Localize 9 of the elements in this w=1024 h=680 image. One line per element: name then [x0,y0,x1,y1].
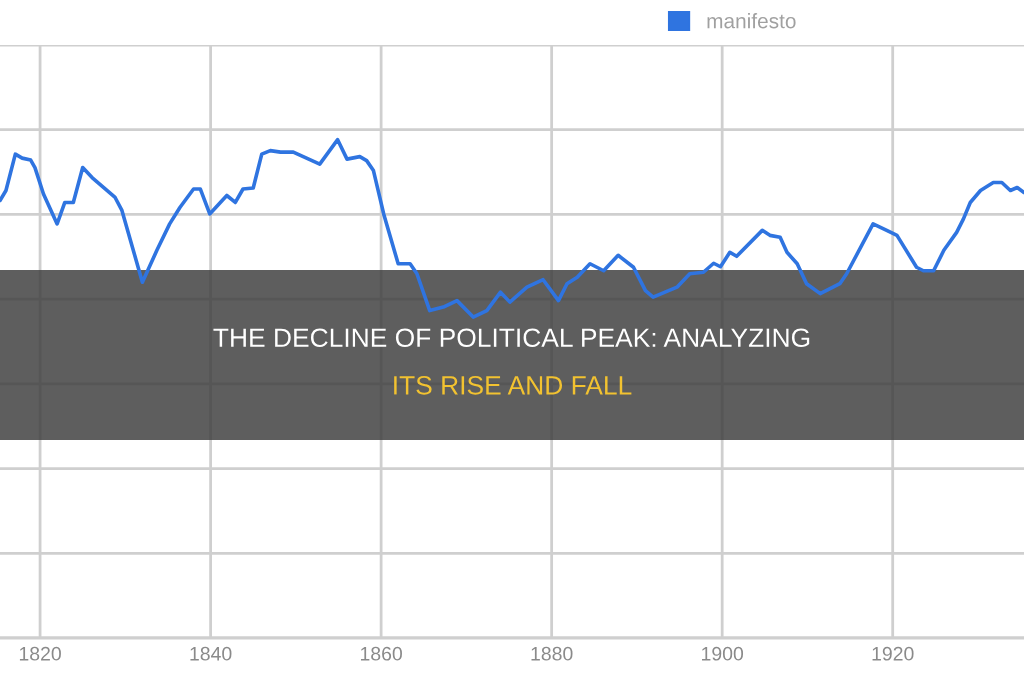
x-tick-label: 1920 [872,646,914,661]
text: ITS RISE AND FALL [394,376,632,395]
legend-label: manifesto [707,13,796,29]
text: THE DECLINE OF POLITICAL PEAK: ANALYZING [213,328,810,348]
x-tick-label: 1820 [19,646,61,661]
x-tick-label: 1900 [702,646,744,661]
x-tick-label: 1840 [190,646,232,661]
x-tick-label: 1880 [531,646,573,661]
x-tick-label: 1860 [360,646,402,661]
